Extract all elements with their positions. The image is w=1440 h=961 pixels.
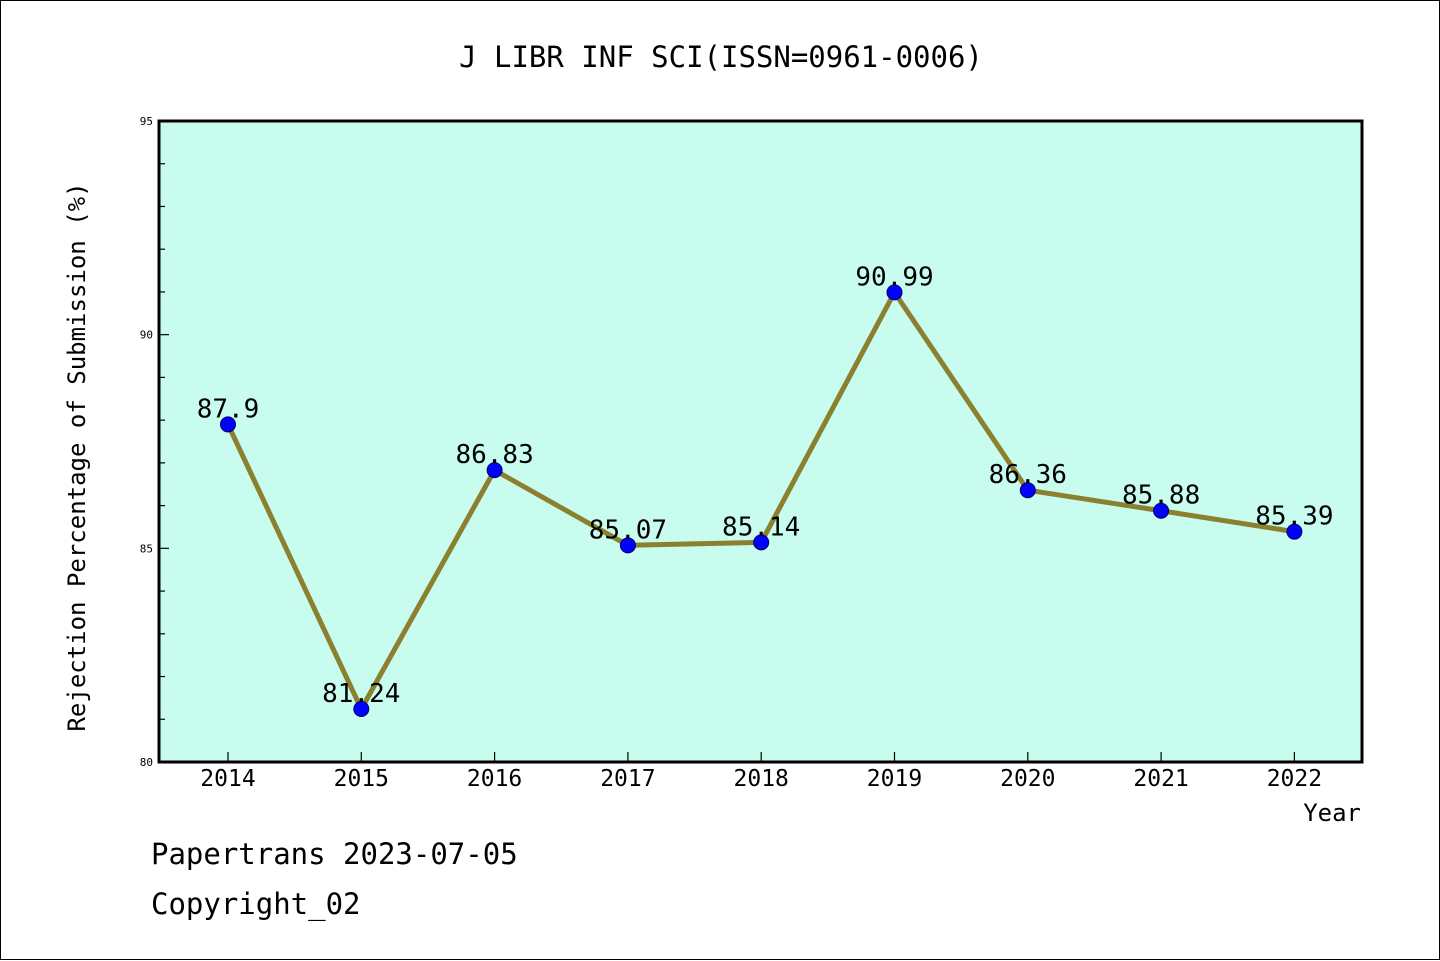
data-label: 86.36 <box>989 460 1067 490</box>
footer-copyright-text: Copyright_02 <box>151 887 361 921</box>
y-tick-label: 90 <box>140 329 153 342</box>
data-point <box>1286 523 1303 540</box>
plot-area <box>157 119 1364 764</box>
data-label: 85.39 <box>1255 502 1333 532</box>
x-axis-ticks: 2014 2015 2016 2017 2018 2019 2020 2021 2022 <box>200 752 1322 792</box>
data-markers <box>220 284 1303 718</box>
data-label: 85.88 <box>1122 481 1200 511</box>
y-tick-label: 95 <box>140 115 153 128</box>
y-tick-label: 85 <box>140 542 153 555</box>
chart-title: J LIBR INF SCI(ISSN=0961-0006) <box>459 40 983 74</box>
data-point <box>1019 482 1036 499</box>
data-point <box>220 416 236 433</box>
x-tick-label: 2020 <box>1000 766 1055 792</box>
data-label: 86.83 <box>455 440 533 470</box>
data-point <box>486 462 503 479</box>
data-labels: 87.9 81.24 86.83 85.07 85.14 90.99 86.36 85.88 8… <box>197 262 1334 709</box>
x-tick-label: 2014 <box>200 766 255 792</box>
y-tick-label: 80 <box>140 756 153 769</box>
data-label: 81.24 <box>322 679 400 709</box>
data-point <box>886 284 903 301</box>
data-label: 85.14 <box>722 512 800 542</box>
x-tick-label: 2019 <box>867 766 922 792</box>
y-axis-ticks: 80 85 90 95 <box>140 115 169 769</box>
footer-date-text: Papertrans 2023-07-05 <box>151 837 518 871</box>
y-axis-label: Rejection Percentage of Submission (%) <box>63 182 91 731</box>
data-label: 90.99 <box>855 262 933 292</box>
x-tick-label: 2015 <box>334 766 389 792</box>
x-tick-label: 2018 <box>734 766 789 792</box>
x-tick-label: 2016 <box>467 766 522 792</box>
data-label: 85.07 <box>589 515 667 545</box>
x-tick-label: 2017 <box>600 766 655 792</box>
x-axis-label: Year <box>1303 799 1361 827</box>
x-tick-label: 2022 <box>1267 766 1322 792</box>
data-label: 87.9 <box>197 394 260 424</box>
data-point <box>619 537 636 554</box>
x-tick-label: 2021 <box>1133 766 1188 792</box>
data-point <box>353 701 370 718</box>
data-point <box>753 534 770 551</box>
data-point <box>1153 502 1170 519</box>
